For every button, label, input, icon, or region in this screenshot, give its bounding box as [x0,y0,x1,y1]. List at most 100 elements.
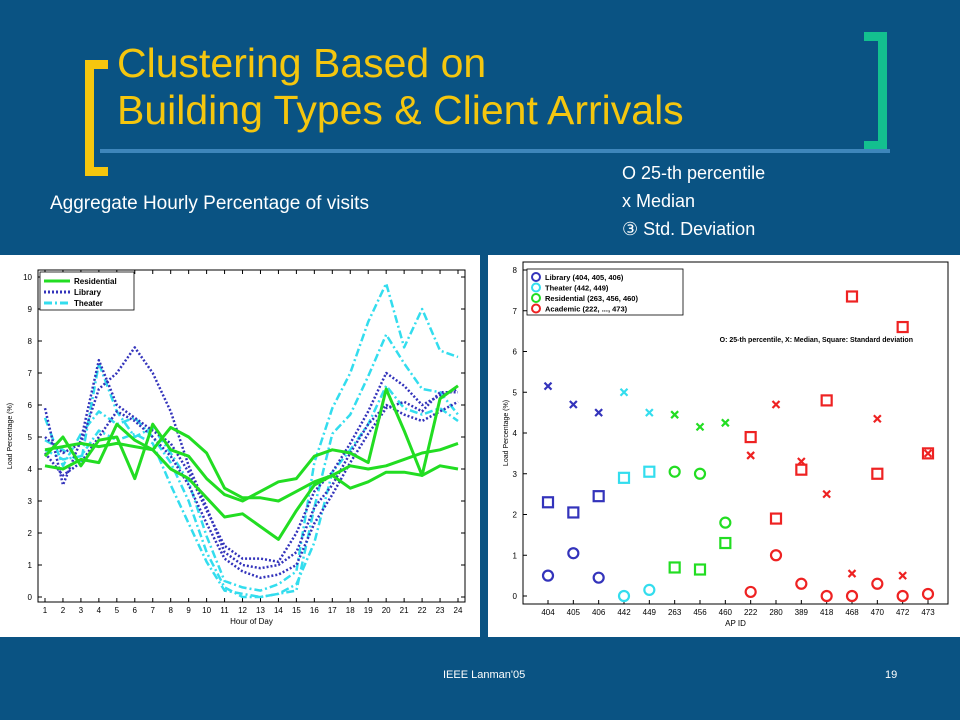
x-tick-label: 473 [921,608,935,617]
x-tick-label: 12 [238,606,247,615]
x-tick-label: 11 [220,606,229,615]
y-tick-label: 5 [28,433,33,442]
median-marker [695,422,705,432]
x-tick-label: 472 [896,608,910,617]
y-tick-label: 4 [28,465,33,474]
legend-label-residential: Residential (263, 456, 460) [545,294,638,303]
y-tick-label: 5 [513,388,518,397]
x-tick-label: 389 [795,608,809,617]
percentile-marker [643,583,656,596]
median-marker [594,408,603,417]
stddev-marker [668,561,681,574]
percentile-marker [871,577,884,590]
ap-scatter-chart-panel: 0 1 2 3 4 5 6 7 8 404 405 406 442 449 263 456 460 222 280 3… [488,255,960,637]
x-tick-label: 5 [115,606,120,615]
marker-annotation: O: 25-th percentile, X: Median, Square: … [720,337,913,344]
legend-marker-residential [531,293,541,303]
x-tick-label: 456 [693,608,707,617]
percentile-marker [795,577,808,590]
percentile-marker [896,589,909,603]
x-axis-label: Hour of Day [230,617,273,626]
x-tick-label: 16 [310,606,319,615]
percentile-marker [921,587,935,601]
x-tick-label: 468 [845,608,859,617]
y-tick-label: 3 [28,497,33,506]
title-underline [100,149,890,153]
x-tick-label: 13 [256,606,265,615]
slide-title: Clustering Based on Building Types & Cli… [117,40,684,134]
y-tick-label: 0 [28,593,33,602]
percentile-marker [820,589,833,603]
x-tick-label: 8 [168,606,173,615]
legend-marker-theater [531,282,541,293]
y-axis-label: Load Percentage (%) [7,403,14,469]
legend-label-library: Library [74,288,102,297]
right-title-bracket [864,32,887,150]
x-tick-label: 418 [820,608,834,617]
x-tick-label: 19 [364,606,373,615]
stddev-marker [592,490,605,503]
x-tick-label: 20 [382,606,391,615]
x-tick-label: 23 [436,606,445,615]
y-tick-label: 10 [23,273,32,282]
series-line-residential [43,384,459,503]
x-tick-label: 17 [328,606,337,615]
median-marker [619,387,629,397]
marker-legend-percentile: O 25-th percentile [622,163,766,183]
median-marker [670,410,679,419]
legend-label-theater: Theater (442, 449) [545,284,609,293]
series-line-library [44,346,459,570]
plot-frame [522,261,949,605]
stddev-marker [871,467,884,480]
y-tick-label: 8 [513,266,518,275]
percentile-marker [845,589,859,603]
x-tick-label: 24 [454,606,463,615]
stddev-marker [719,536,732,550]
series-line-theater [43,333,459,599]
series-line-residential [44,422,459,541]
left-title-bracket [85,60,108,176]
stddev-marker [769,512,783,525]
x-tick-label: 18 [346,606,355,615]
y-tick-label: 2 [28,529,33,538]
x-tick-label: 222 [744,608,758,617]
y-tick-label: 7 [513,307,518,316]
x-tick-label: 449 [643,608,657,617]
median-marker [822,489,831,499]
y-tick-label: 9 [28,305,33,314]
x-tick-label: 10 [202,606,211,615]
x-tick-label: 470 [871,608,885,617]
x-tick-label: 263 [668,608,682,617]
stddev-marker [820,394,833,407]
y-tick-label: 1 [28,561,33,570]
legend-label-academic: Academic (222, ..., 473) [545,305,628,314]
percentile-marker [541,569,555,582]
x-tick-label: 442 [617,608,631,617]
stddev-marker [896,320,909,334]
legend-marker-academic [531,303,541,314]
percentile-marker [693,467,707,480]
percentile-marker [617,589,631,603]
stddev-marker [541,496,555,509]
x-tick-label: 2 [61,606,66,615]
x-tick-label: 280 [769,608,783,617]
stddev-marker [567,506,580,519]
median-marker [543,381,553,391]
slide-subtitle: Aggregate Hourly Percentage of visits [50,193,369,214]
legend-label-residential: Residential [74,277,117,286]
x-tick-label: 3 [79,606,84,615]
x-tick-label: 9 [186,606,191,615]
x-tick-label: 14 [274,606,283,615]
median-marker [569,400,578,409]
y-tick-label: 2 [513,511,518,520]
marker-legend-stddev: ③ Std. Deviation [622,219,756,239]
hourly-line-chart-panel: 0 1 2 3 4 5 6 7 8 9 10 1 2 3 4 5 6 7 8 9 10 11 12 13 14 15 16 17 18 1… [0,255,480,637]
stddev-marker [845,290,859,303]
legend-box [526,268,684,316]
percentile-marker [567,547,580,560]
slide-title-line-2: Building Types & Client Arrivals [117,87,684,133]
stddev-marker [921,447,935,460]
footer-conference: IEEE Lanman'05 [443,669,526,681]
x-tick-label: 21 [400,606,409,615]
